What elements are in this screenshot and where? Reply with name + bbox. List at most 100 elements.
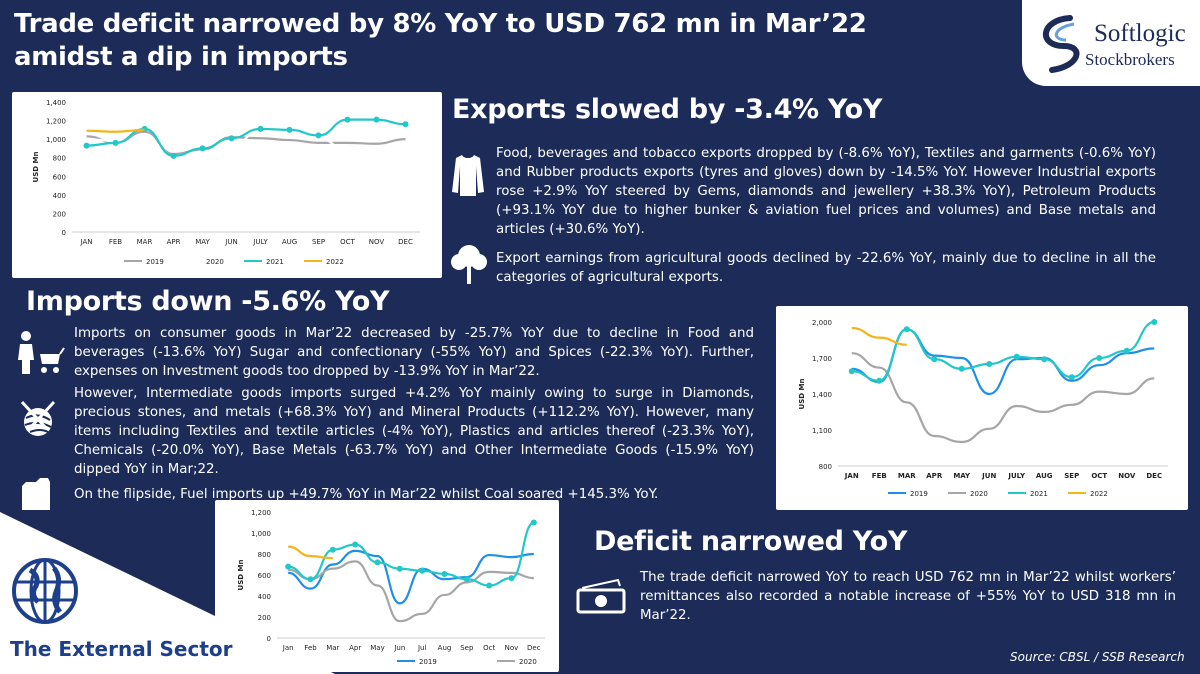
x-tick-label: Jun — [393, 644, 405, 652]
x-tick-label: Aug — [438, 644, 452, 652]
imports-heading: Imports down -5.6% YoY — [26, 286, 390, 317]
y-tick-label: 400 — [53, 192, 66, 200]
x-tick-label: JUN — [981, 472, 996, 480]
series-point-2021 — [1041, 356, 1048, 363]
y-tick-label: 800 — [53, 155, 66, 163]
y-tick-label: 1,000 — [46, 136, 66, 144]
mother-with-stroller-icon — [18, 331, 65, 374]
logo-line-2: Stockbrokers — [1085, 50, 1175, 69]
x-tick-label: FEB — [109, 238, 122, 246]
legend-label-2019: 2019 — [910, 490, 928, 498]
x-tick-label: JULY — [252, 238, 268, 246]
series-point-2021 — [228, 135, 235, 142]
exports-heading: Exports slowed by -3.4% YoY — [452, 94, 883, 125]
series-line-2022 — [288, 545, 333, 560]
legend-label-2019: 2019 — [419, 658, 437, 666]
x-tick-label: JULY — [1007, 472, 1026, 480]
y-tick-label: 600 — [258, 572, 271, 580]
deficit-chart-card: 0 200 400 600 800 1,000 1,200 USD Mn Jan Feb Mar Ap… — [215, 500, 559, 672]
section-title: The External Sector — [10, 637, 233, 661]
y-tick-label: 400 — [258, 593, 271, 601]
y-tick-label: 200 — [53, 210, 66, 218]
deficit-paragraph: The trade deficit narrowed YoY to reach … — [640, 570, 1176, 623]
x-tick-label: Feb — [304, 644, 317, 652]
legend-label-2020: 2020 — [206, 258, 224, 266]
series-line-2020 — [86, 129, 406, 207]
imports-paragraph-3: On the flipside, Fuel imports up +49.7% … — [74, 487, 659, 502]
x-tick-label: APR — [926, 472, 943, 480]
x-tick-label: Apr — [349, 644, 361, 652]
x-tick-label: Jan — [282, 644, 294, 652]
series-point-2021 — [876, 377, 883, 384]
exports-line-chart: 0 200 400 600 800 1,000 1,200 1,400 USD Mn JAN FEB… — [32, 99, 420, 266]
series-point-2021 — [508, 575, 515, 582]
series-point-2021 — [486, 582, 493, 589]
x-tick-label: Dec — [527, 644, 541, 652]
legend-label-2022: 2022 — [1090, 490, 1108, 498]
imports-paragraph-2: However, Intermediate goods imports surg… — [74, 386, 754, 477]
series-point-2021 — [329, 546, 336, 553]
series-line-2020 — [851, 352, 1155, 444]
series-point-2021 — [1123, 347, 1130, 354]
y-tick-label: 1,100 — [812, 427, 832, 435]
series-point-2021 — [986, 361, 993, 367]
series-point-2021 — [1013, 353, 1020, 360]
shirt-icon — [452, 155, 484, 196]
series-point-2021 — [441, 570, 448, 577]
series-point-2021 — [373, 116, 380, 123]
x-tick-label: Oct — [483, 644, 495, 652]
page-title: Trade deficit narrowed by 8% YoY to USD … — [14, 8, 964, 74]
x-tick-label: FEB — [872, 472, 887, 480]
y-tick-label: 2,000 — [812, 319, 832, 327]
y-tick-label: 0 — [267, 635, 271, 643]
x-tick-label: AUG — [1036, 472, 1053, 480]
series-line-2021 — [851, 320, 1155, 382]
series-point-2021 — [1151, 319, 1158, 325]
series-line-2022 — [851, 326, 907, 346]
x-tick-label: OCT — [340, 238, 355, 246]
series-point-2021 — [958, 365, 965, 372]
legend-label-2022: 2022 — [326, 258, 344, 266]
series-point-2021 — [307, 576, 314, 583]
y-tick-label: 600 — [53, 173, 66, 181]
x-tick-label: NOV — [1118, 472, 1136, 480]
y-axis-label: USD Mn — [237, 560, 245, 591]
deficit-line-chart: 0 200 400 600 800 1,000 1,200 USD Mn Jan Feb Mar Ap… — [237, 509, 545, 666]
series-point-2021 — [463, 576, 470, 583]
series-point-2021 — [931, 356, 938, 363]
y-tick-label: 1,200 — [251, 509, 271, 517]
legend-label-2021: 2021 — [266, 258, 284, 266]
x-tick-label: Jul — [417, 644, 427, 652]
x-tick-label: AUG — [282, 238, 297, 246]
x-tick-label: SEP — [312, 238, 325, 246]
x-tick-label: DEC — [398, 238, 413, 246]
series-point-2021 — [352, 541, 359, 548]
x-tick-label: JAN — [844, 472, 859, 480]
x-tick-label: MAY — [953, 472, 971, 480]
money-cash-icon — [576, 578, 626, 614]
series-point-2021 — [344, 116, 351, 123]
x-tick-label: MAR — [898, 472, 916, 480]
imports-paragraph-1: Imports on consumer goods in Mar’22 decr… — [74, 326, 754, 379]
source-note: Source: CBSL / SSB Research — [1010, 650, 1185, 664]
softlogic-logo: Softlogic Stockbrokers — [1022, 0, 1200, 86]
series-point-2021 — [374, 559, 381, 566]
series-point-2021 — [903, 326, 910, 333]
series-point-2021 — [419, 567, 426, 574]
series-point-2021 — [199, 145, 206, 152]
series-point-2021 — [257, 125, 264, 132]
series-point-2021 — [112, 139, 119, 146]
title-line-1: Trade deficit narrowed by 8% YoY to USD … — [14, 9, 867, 39]
y-tick-label: 200 — [258, 614, 271, 622]
series-point-2021 — [402, 121, 409, 128]
logo-line-1: Softlogic — [1094, 20, 1186, 47]
x-tick-label: JUN — [224, 238, 237, 246]
legend-label-2020: 2020 — [519, 658, 537, 666]
x-tick-label: May — [370, 644, 384, 652]
series-point-2021 — [1068, 374, 1075, 381]
y-tick-label: 1,400 — [812, 391, 832, 399]
y-tick-label: 1,400 — [46, 99, 66, 107]
y-tick-label: 1,200 — [46, 118, 66, 126]
series-point-2021 — [1096, 355, 1103, 361]
